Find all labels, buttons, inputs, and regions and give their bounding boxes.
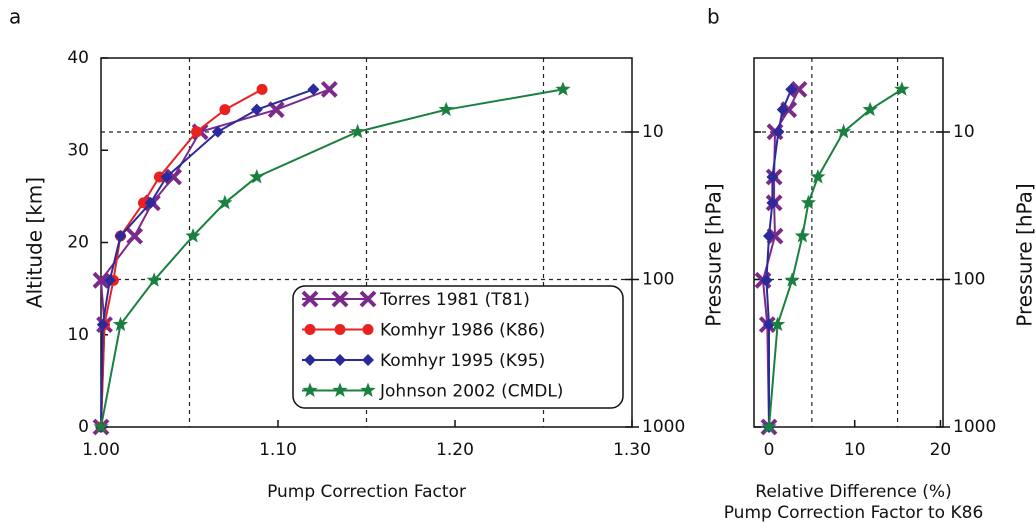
data-point xyxy=(126,227,144,245)
data-point xyxy=(760,274,773,287)
data-point xyxy=(160,171,173,184)
legend-marker xyxy=(301,290,319,308)
data-point xyxy=(770,316,786,332)
data-point xyxy=(776,103,789,116)
plot-frame xyxy=(753,57,944,428)
data-point xyxy=(137,197,149,209)
data-point xyxy=(766,196,779,209)
x-tick-label: 1.20 xyxy=(436,440,474,460)
data-point xyxy=(555,81,571,96)
data-point xyxy=(144,196,157,209)
y-tick-label: 10 xyxy=(67,325,89,345)
legend-label: Johnson 2002 (CMDL) xyxy=(379,382,563,402)
data-point xyxy=(219,104,231,116)
data-point xyxy=(766,171,779,184)
legend-marker xyxy=(334,354,346,366)
data-point xyxy=(217,194,233,210)
x-tick-label: 1.10 xyxy=(259,440,297,460)
x-tick-label: 0 xyxy=(764,440,775,460)
data-point xyxy=(761,419,777,434)
data-point xyxy=(836,123,852,139)
data-point xyxy=(249,169,265,184)
legend-marker xyxy=(331,290,349,308)
legend-marker xyxy=(360,382,376,397)
data-point xyxy=(185,228,201,243)
data-point xyxy=(810,169,826,184)
y2-tick-label: 1000 xyxy=(953,417,996,437)
legend-marker xyxy=(362,354,374,366)
x-tick-label: 1.00 xyxy=(82,440,120,460)
data-point xyxy=(790,80,808,98)
data-point xyxy=(103,274,116,287)
x-axis-title: Pump Correction Factor to K86 xyxy=(724,503,984,523)
data-point xyxy=(784,272,800,287)
y-tick-label: 0 xyxy=(78,417,89,437)
legend-marker xyxy=(332,382,348,397)
legend-box xyxy=(292,285,624,409)
y-tick-label: 20 xyxy=(67,233,89,253)
data-point xyxy=(256,83,268,95)
legend-marker xyxy=(302,382,318,397)
data-point xyxy=(800,194,816,210)
x-axis-title: Pump Correction Factor xyxy=(267,482,466,502)
x-tick-label: 10 xyxy=(844,440,866,460)
y-tick-label: 40 xyxy=(67,48,89,68)
legend-label: Komhyr 1986 (K86) xyxy=(380,321,545,341)
series-line xyxy=(100,88,314,428)
data-point xyxy=(350,123,366,139)
series-line xyxy=(768,88,903,428)
data-point xyxy=(794,228,810,243)
legend-label: Torres 1981 (T81) xyxy=(379,290,530,310)
data-point xyxy=(862,101,878,117)
data-point xyxy=(93,419,109,434)
data-point xyxy=(785,83,798,96)
data-point xyxy=(114,230,127,243)
data-point xyxy=(165,168,182,186)
x-tick-label: 1.30 xyxy=(613,440,651,460)
y2-tick-label: 100 xyxy=(953,269,985,289)
data-point xyxy=(112,316,129,332)
data-point xyxy=(96,318,109,331)
y-tick-label: 30 xyxy=(67,140,89,160)
y2-axis-title: Pressure [hPa] xyxy=(702,183,726,326)
y2-tick-label: 10 xyxy=(642,122,664,142)
data-point xyxy=(763,230,775,243)
legend-label: Komhyr 1995 (K95) xyxy=(380,351,545,371)
x-tick-label: 20 xyxy=(930,440,952,460)
data-point xyxy=(153,171,165,183)
legend-marker xyxy=(359,290,377,308)
panel-label: b xyxy=(707,5,720,29)
legend-marker xyxy=(362,324,374,335)
x-axis-title: Relative Difference (%) xyxy=(755,482,951,502)
data-point xyxy=(211,125,224,138)
y2-tick-label: 1000 xyxy=(642,417,685,437)
data-point xyxy=(763,318,775,331)
y2-axis-title: Pressure [hPa] xyxy=(1013,183,1036,326)
y2-tick-label: 10 xyxy=(953,122,975,142)
series-line xyxy=(100,88,263,428)
y-axis-title: Altitude [km] xyxy=(23,177,47,308)
series-line xyxy=(765,89,793,427)
legend-marker xyxy=(334,324,346,335)
data-point xyxy=(92,271,110,289)
data-point xyxy=(307,83,320,96)
data-point xyxy=(894,81,910,96)
data-point xyxy=(320,80,338,98)
data-point xyxy=(772,125,785,138)
data-point xyxy=(191,126,203,138)
y2-tick-label: 100 xyxy=(642,269,674,289)
legend-marker xyxy=(304,354,316,366)
data-point xyxy=(250,103,263,116)
data-point xyxy=(438,101,454,117)
data-point xyxy=(146,272,162,287)
panel-label: a xyxy=(9,5,21,29)
legend-marker xyxy=(304,324,316,335)
